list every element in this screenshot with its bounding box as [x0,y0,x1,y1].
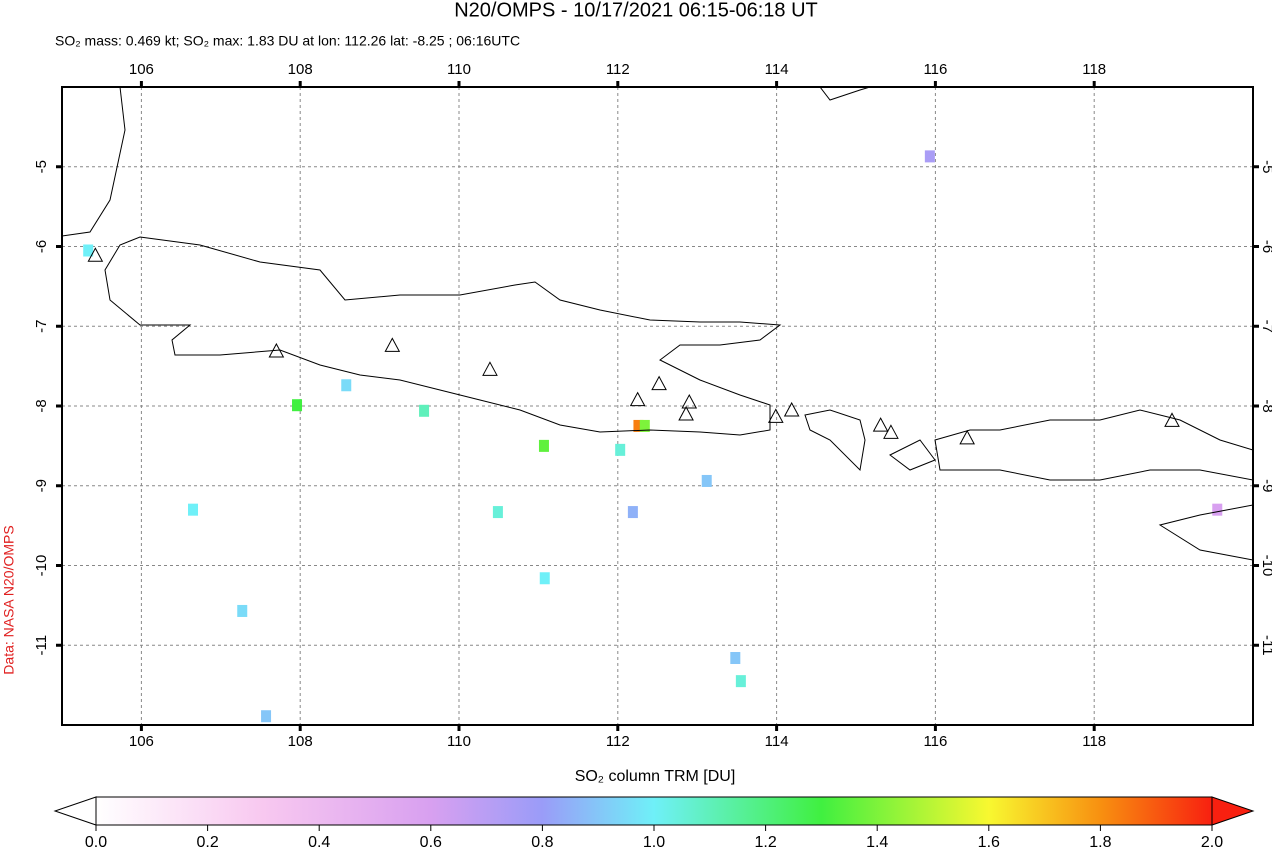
colorbar-tick-label: 1.0 [643,834,665,851]
so2-pixel [188,503,199,516]
title: N20/OMPS - 10/17/2021 06:15-06:18 UT [454,0,818,21]
y-tick-label: -11 [1259,635,1272,656]
so2-pixel [538,439,549,452]
y-tick-label: -10 [33,555,50,577]
so2-pixel [419,404,430,417]
volcano-marker [87,247,104,262]
so2-pixel [539,572,550,585]
y-tick-label: -9 [1259,479,1272,492]
volcano-marker [482,361,498,376]
so2-pixel [292,399,303,412]
colorbar-tick-label: 0.4 [308,834,330,851]
volcano-marker [681,393,698,409]
coast-timor [1158,504,1253,561]
volcano-marker [883,424,899,439]
coast-bali [804,409,866,472]
x-tick-label: 114 [765,733,789,750]
volcano-marker [384,337,401,352]
x-tick-label: 118 [1082,61,1106,78]
colorbar-tick-label: 0.6 [420,834,442,851]
volcano-marker [1164,412,1180,427]
so2-pixel [627,506,638,519]
coast-lombok [889,439,936,471]
so2-pixel [639,419,650,432]
plot-area [62,87,1253,725]
x-tick-label: 116 [923,61,947,78]
so2-pixel [341,379,352,392]
x-tick-label: 106 [129,61,154,78]
so2-pixel [1212,503,1223,516]
x-tick-label: 112 [606,733,630,750]
x-tick-label: 114 [765,61,789,78]
x-tick-label: 108 [288,61,313,78]
y-tick-label: -11 [33,635,50,656]
so2-pixel [924,150,935,163]
colorbar-tick-label: 0.2 [196,834,218,851]
y-tick-label: -8 [1259,399,1272,412]
so2-pixel [237,604,248,617]
volcano-marker [767,408,784,423]
colorbar [95,796,1213,826]
colorbar-tick-label: 1.6 [978,834,1000,851]
subtitle: SO₂ mass: 0.469 kt; SO₂ max: 1.83 DU at … [55,33,520,49]
colorbar-under-arrow [53,796,97,826]
y-tick-label: -8 [33,399,50,412]
colorbar-over-arrow [1211,796,1255,826]
colorbar-tick-label: 0.8 [531,834,553,851]
so2-pixel [615,443,626,456]
x-tick-label: 116 [923,733,947,750]
colorbar-tick-label: 1.4 [866,834,888,851]
x-tick-label: 108 [288,733,313,750]
so2-pixel [261,710,272,723]
y-tick-label: -10 [1259,555,1272,577]
coast-borneo [819,87,871,101]
y-tick-label: -6 [33,240,50,253]
so2-pixel [492,506,503,519]
y-tick-label: -7 [1259,320,1272,333]
y-tick-label: -5 [1259,160,1272,173]
volcano-marker [872,417,889,432]
colorbar-tick-label: 2.0 [1201,834,1223,851]
so2-pixel [730,652,741,665]
colorbar-tick-label: 1.8 [1089,834,1111,851]
x-tick-label: 118 [1082,733,1106,750]
x-tick-label: 110 [447,61,471,78]
volcano-marker [629,391,646,407]
volcano-marker [959,429,975,445]
colorbar-label: SO₂ column TRM [DU] [575,768,736,785]
so2-pixel [701,474,712,487]
y-tick-label: -9 [33,479,50,492]
so2-pixel [83,244,94,257]
y-tick-label: -6 [1259,240,1272,253]
coast-sumatra [62,87,126,237]
x-tick-label: 112 [606,61,630,78]
so2-pixel [735,675,746,688]
x-tick-label: 106 [129,733,154,750]
y-tick-label: -5 [33,160,50,173]
side-label: Data: NASA N20/OMPS [1,525,17,674]
colorbar-tick-label: 1.2 [754,834,776,851]
y-tick-label: -7 [33,320,50,333]
coast-sumbawa [934,409,1253,481]
coast-java [104,236,782,436]
x-tick-label: 110 [447,733,471,750]
coastlines [62,87,1253,561]
volcano-marker [651,375,667,391]
so2-pixel [633,419,644,432]
volcano-marker [268,342,285,358]
colorbar-tick-label: 0.0 [85,834,107,851]
volcano-marker [783,401,800,417]
volcano-marker [678,405,694,421]
